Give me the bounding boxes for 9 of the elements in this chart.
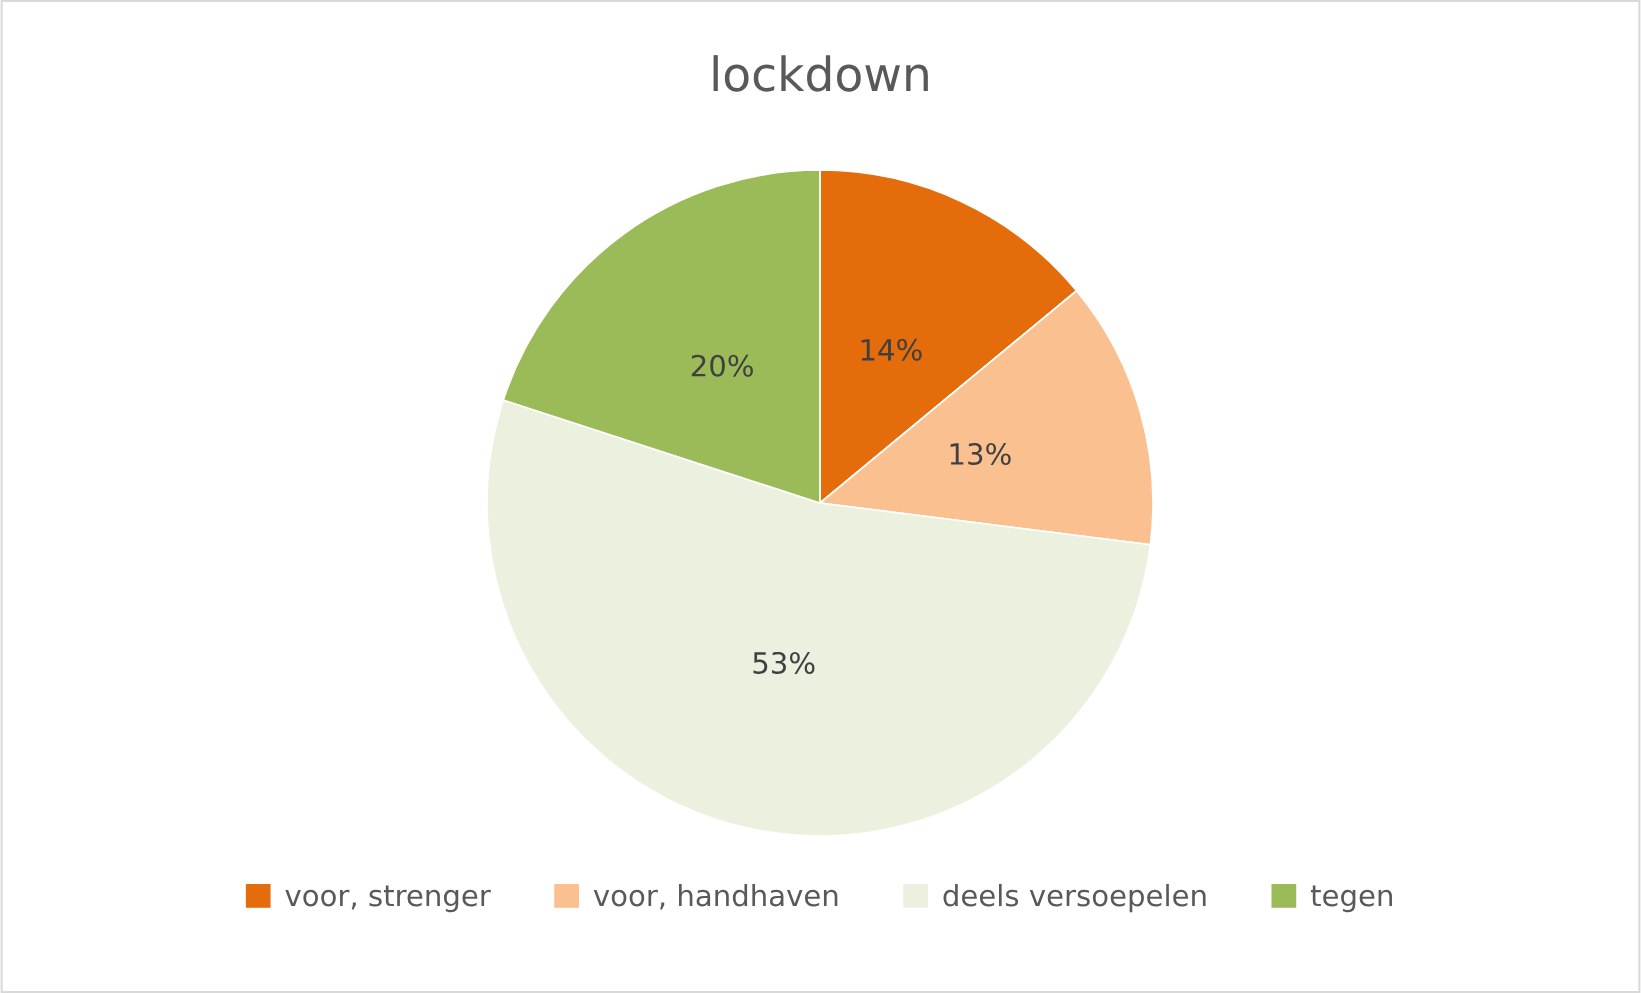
legend-label: voor, handhaven [593, 883, 838, 910]
legend-label: tegen [1310, 885, 1392, 913]
legend-label: deels versoepelen [943, 883, 1206, 913]
chart-title: lockdown [713, 55, 928, 92]
data-label: 13% [950, 442, 1011, 466]
data-label: 53% [753, 651, 815, 674]
data-label: 14% [861, 338, 922, 361]
legend-label: voor, strenger [285, 885, 491, 913]
data-label: 20% [691, 354, 753, 377]
